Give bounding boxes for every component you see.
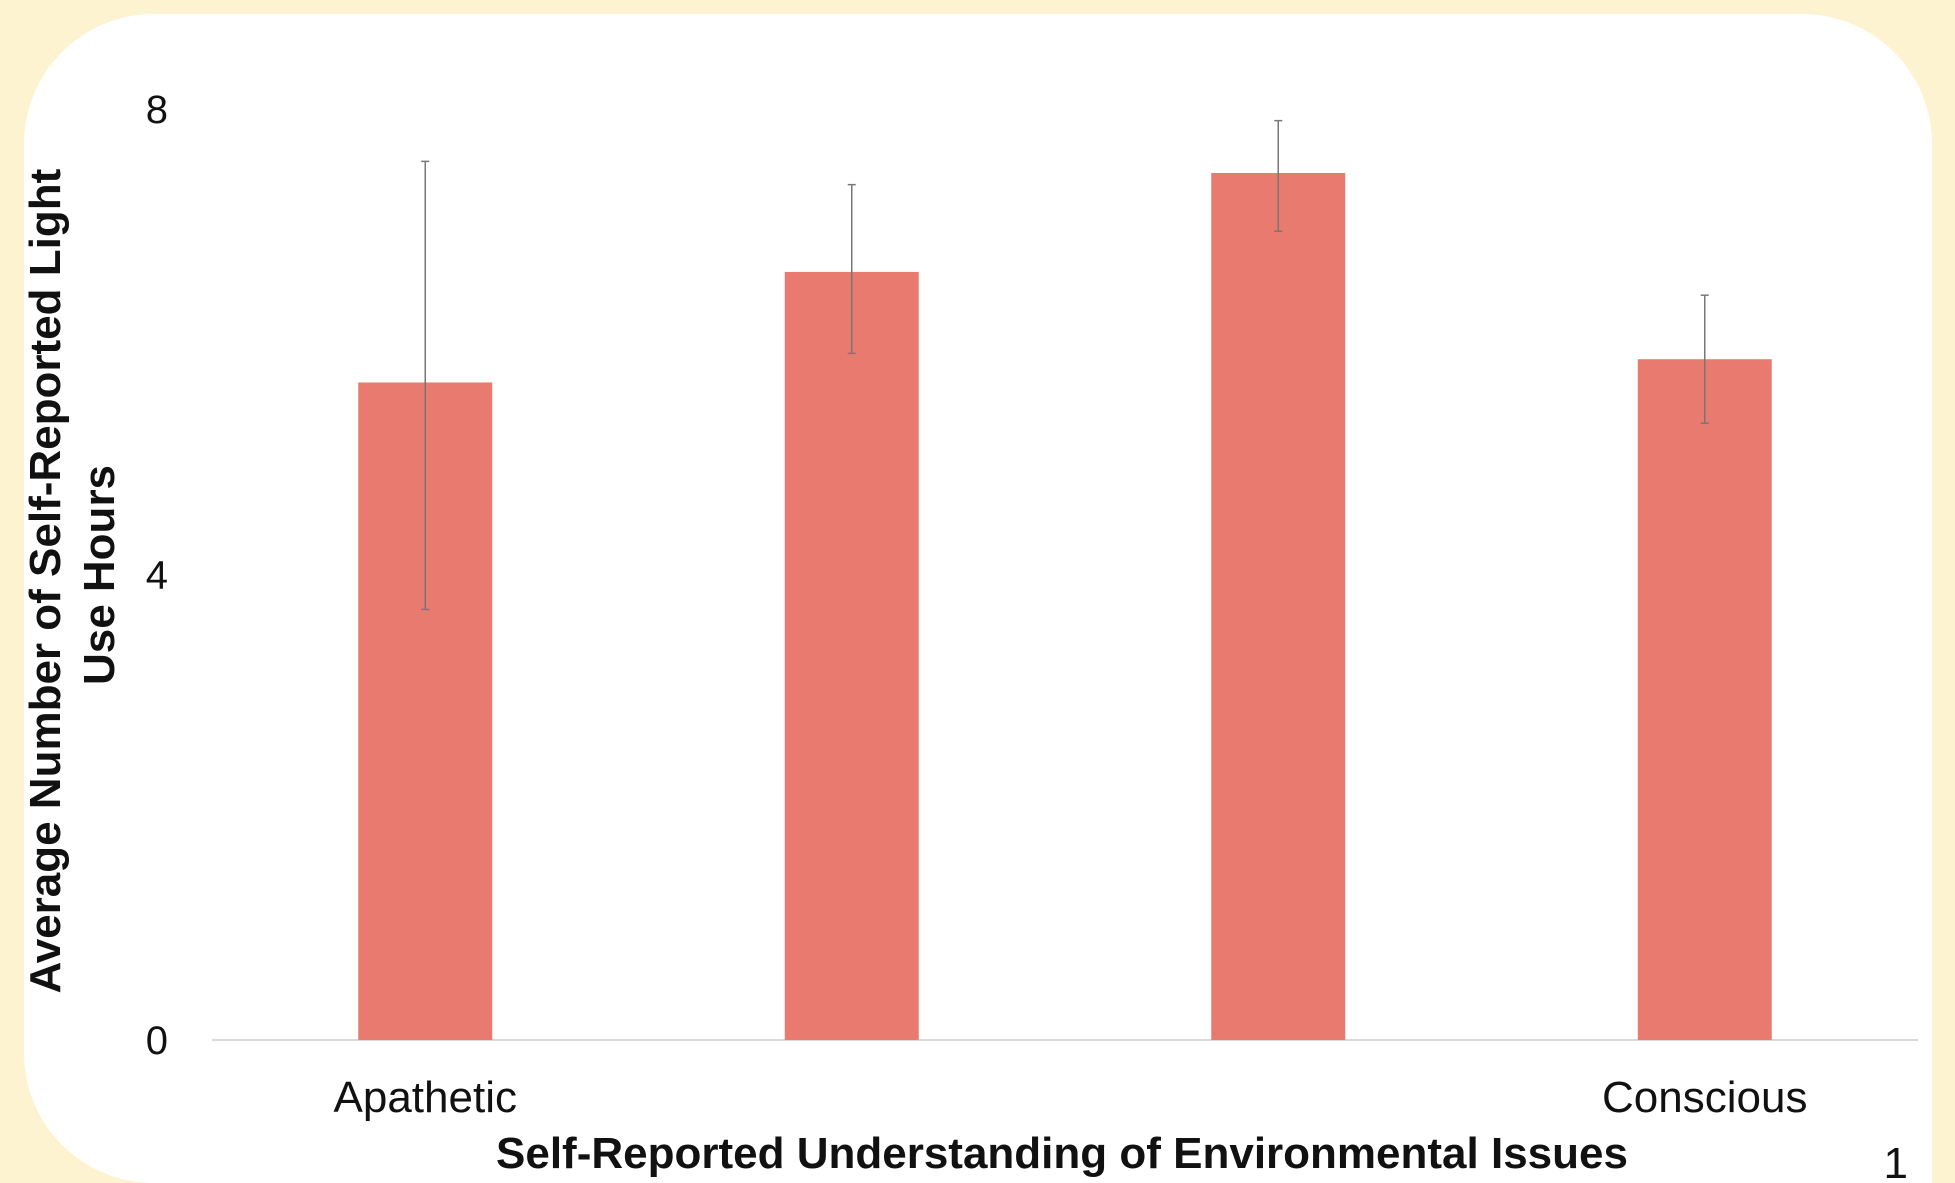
y-tick-label: 4 (146, 554, 168, 598)
y-axis-title: Average Number of Self-Reported Light Us… (21, 157, 124, 994)
page-number: 1 (1884, 1139, 1908, 1183)
error-bar (1274, 119, 1283, 232)
bar (784, 271, 919, 1040)
y-axis-ticks: 0 4 8 (146, 88, 168, 1063)
bar (1211, 173, 1346, 1041)
error-bars (421, 119, 1709, 611)
error-bar (1700, 294, 1709, 424)
y-axis-title-line-1: Average Number of Self-Reported Light (21, 168, 70, 993)
error-bar (847, 183, 856, 355)
y-tick-label: 0 (146, 1019, 168, 1063)
y-tick-label: 8 (146, 88, 168, 132)
x-axis-title: Self-Reported Understanding of Environme… (496, 1129, 1628, 1178)
bar (1637, 359, 1772, 1040)
bars (358, 173, 1772, 1041)
chart-card (24, 14, 1932, 1183)
x-category-label: Apathetic (334, 1073, 517, 1122)
x-axis-categories: Apathetic Conscious (334, 1073, 1808, 1122)
error-bar (421, 160, 430, 611)
y-axis-title-line-2: Use Hours (75, 465, 124, 685)
x-category-label: Conscious (1602, 1073, 1807, 1122)
